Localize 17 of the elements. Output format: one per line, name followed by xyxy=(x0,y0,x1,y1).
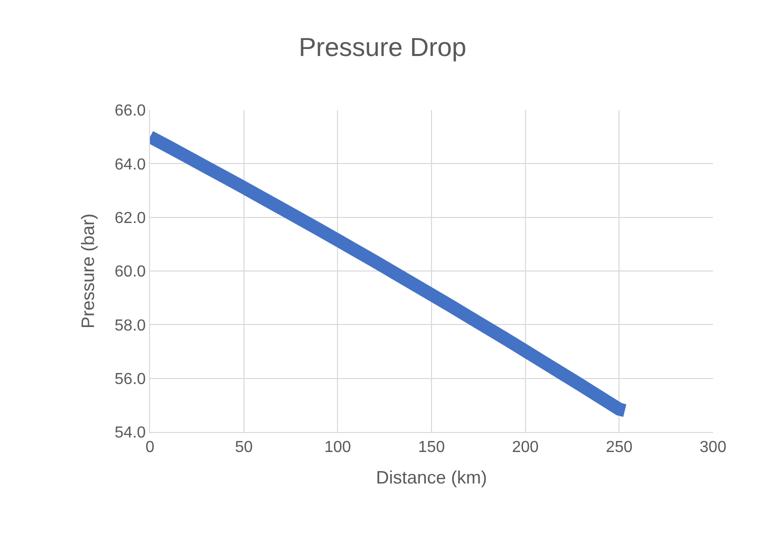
y-tick-label: 60.0 xyxy=(114,264,146,281)
x-tick-label: 0 xyxy=(146,439,155,456)
x-tick-label: 50 xyxy=(234,439,253,456)
y-axis-title: Pressure (bar) xyxy=(78,213,98,329)
x-axis-title: Distance (km) xyxy=(376,467,488,488)
x-tick-label: 250 xyxy=(606,439,633,456)
y-tick-label: 64.0 xyxy=(114,156,146,174)
x-tick-label: 200 xyxy=(512,439,539,456)
y-tick-label: 62.0 xyxy=(114,210,146,227)
chart-title: Pressure Drop xyxy=(298,32,466,62)
x-tick-label: 300 xyxy=(700,439,726,456)
x-tick-label: 100 xyxy=(324,439,352,456)
y-tick-label: 56.0 xyxy=(114,370,146,388)
x-tick-label: 150 xyxy=(418,439,445,456)
y-tick-label: 54.0 xyxy=(114,424,146,442)
y-tick-label: 58.0 xyxy=(114,317,146,334)
y-tick-label: 66.0 xyxy=(114,102,146,120)
